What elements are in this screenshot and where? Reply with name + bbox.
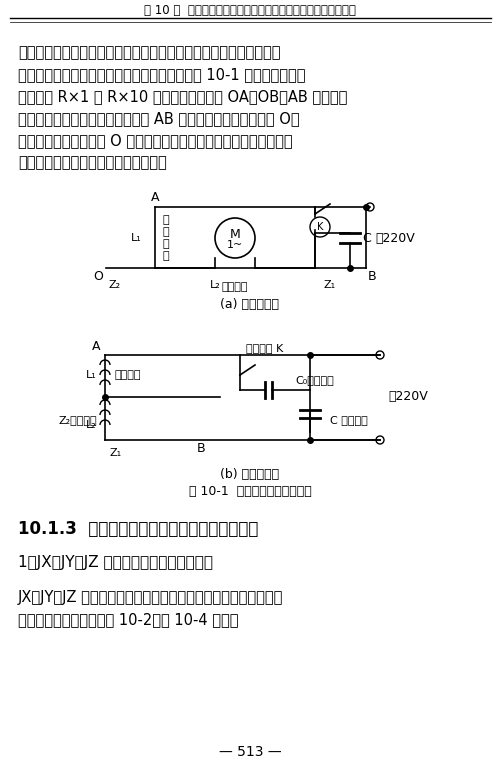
Text: 阻值。其中电阻值最大的一组即为 AB 端，另一端则为其公共端 O；: 阻值。其中电阻值最大的一组即为 AB 端，另一端则为其公共端 O； <box>18 111 300 126</box>
Text: O: O <box>93 270 103 283</box>
Text: 离心开关 K: 离心开关 K <box>246 343 284 353</box>
Text: 用电表的 R×1 和 R×10 欧姆挡，任意测量 OA、OB、AB 之间的电: 用电表的 R×1 和 R×10 欧姆挡，任意测量 OA、OB、AB 之间的电 <box>18 89 347 104</box>
Text: 然后再分别测量公共端 O 到另两个端点的电阻值，其中，电阻值小的: 然后再分别测量公共端 O 到另两个端点的电阻值，其中，电阻值小的 <box>18 133 293 148</box>
Text: K: K <box>317 222 323 232</box>
Text: 图 10-1  单相交流电动机的接线: 图 10-1 单相交流电动机的接线 <box>188 485 312 498</box>
Text: L₂: L₂ <box>86 420 97 430</box>
Text: C: C <box>362 231 371 244</box>
Text: 组。在实际运行中，单相交流电动机的接线如图 10-1 所示。首先用万: 组。在实际运行中，单相交流电动机的接线如图 10-1 所示。首先用万 <box>18 67 306 82</box>
Text: 第 10 章  单相交流异步电动机与特种电动机常见故障与检修方法: 第 10 章 单相交流异步电动机与特种电动机常见故障与检修方法 <box>144 4 356 16</box>
Text: 绕: 绕 <box>163 239 170 249</box>
Text: 1．JX、JY、JZ 老系列单相交流异步电动机: 1．JX、JY、JZ 老系列单相交流异步电动机 <box>18 555 213 570</box>
Text: 1~: 1~ <box>227 240 243 250</box>
Text: 组: 组 <box>163 251 170 261</box>
Text: Z₁: Z₁ <box>110 448 122 458</box>
Text: L₂: L₂ <box>209 280 220 290</box>
Text: 运行绕组: 运行绕组 <box>115 370 141 380</box>
Text: B: B <box>196 442 205 455</box>
Text: JX、JY、JZ 老系列单相电容运转、启动及单相电阻启动交流异步: JX、JY、JZ 老系列单相电容运转、启动及单相电阻启动交流异步 <box>18 590 284 605</box>
Text: Z₁: Z₁ <box>324 280 336 290</box>
Text: 值进行区分。直流电阻值小的为运行绕组，直流电阻值大的为启动绕: 值进行区分。直流电阻值小的为运行绕组，直流电阻值大的为启动绕 <box>18 45 281 60</box>
Text: C 运行电容: C 运行电容 <box>330 415 368 425</box>
Text: 行: 行 <box>163 227 170 237</box>
Text: 10.1.3  单相交流异步电动机检修常用技术数据: 10.1.3 单相交流异步电动机检修常用技术数据 <box>18 520 259 538</box>
Text: A: A <box>151 191 159 204</box>
Text: A: A <box>92 340 100 353</box>
Text: M: M <box>229 227 240 240</box>
Text: L₁: L₁ <box>131 233 142 243</box>
Text: (a) 电容启动式: (a) 电容启动式 <box>220 298 280 311</box>
Text: — 513 —: — 513 — <box>219 745 282 759</box>
Text: 启动绕组: 启动绕组 <box>222 282 248 292</box>
Text: C₀启动电容: C₀启动电容 <box>295 375 334 385</box>
Text: 运: 运 <box>163 215 170 225</box>
Text: ～220V: ～220V <box>388 390 428 403</box>
Text: B: B <box>368 270 377 283</box>
Text: Z₂启动绕组: Z₂启动绕组 <box>59 415 97 425</box>
Text: 为运行绕组，电阻值大的为启动绕组。: 为运行绕组，电阻值大的为启动绕组。 <box>18 155 167 170</box>
Text: L₁: L₁ <box>86 370 97 380</box>
Text: (b) 分相启动式: (b) 分相启动式 <box>220 468 280 481</box>
Text: ～220V: ～220V <box>375 231 415 244</box>
Text: Z₂: Z₂ <box>109 280 121 290</box>
Text: 电动机技术数据分别如表 10-2～表 10-4 所示。: 电动机技术数据分别如表 10-2～表 10-4 所示。 <box>18 612 238 627</box>
